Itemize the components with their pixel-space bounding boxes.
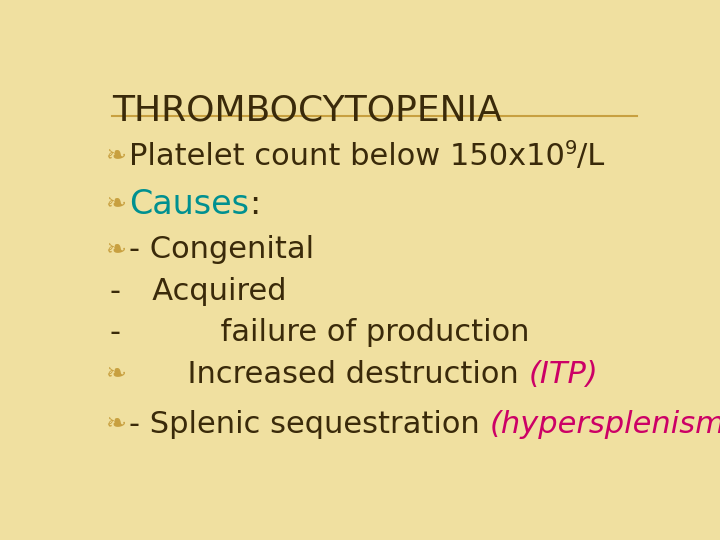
Text: (hypersplenism): (hypersplenism) [490, 410, 720, 439]
Text: (ITP): (ITP) [528, 360, 598, 389]
Text: - Splenic sequestration: - Splenic sequestration [129, 410, 490, 439]
Text: Increased destruction: Increased destruction [129, 360, 528, 389]
Text: /L: /L [577, 142, 605, 171]
Text: Acquired: Acquired [124, 277, 287, 306]
Text: ❧: ❧ [105, 238, 126, 262]
Text: :: : [249, 187, 261, 221]
Text: ❧: ❧ [105, 362, 126, 387]
Text: THROMBOCYTOPENIA: THROMBOCYTOPENIA [112, 94, 503, 128]
Text: -: - [109, 319, 121, 348]
Text: ❧: ❧ [105, 144, 126, 168]
Text: ❧: ❧ [105, 413, 126, 436]
Text: Platelet count below 150x10: Platelet count below 150x10 [129, 142, 565, 171]
Text: -: - [109, 277, 121, 306]
Text: failure of production: failure of production [124, 319, 530, 348]
Text: - Congenital: - Congenital [129, 235, 314, 265]
Text: ❧: ❧ [105, 192, 126, 216]
Text: 9: 9 [565, 139, 577, 158]
Text: Causes: Causes [129, 187, 249, 221]
